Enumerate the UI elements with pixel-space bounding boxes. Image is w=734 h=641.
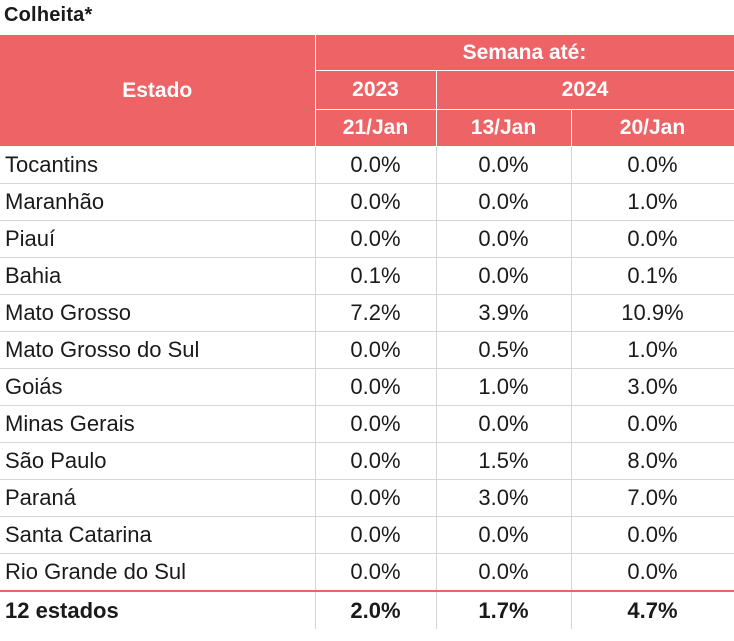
value-2024-20jan: 1.0% xyxy=(570,183,734,221)
total-2023-21jan: 2.0% xyxy=(314,590,437,629)
value-2024-20jan: 10.9% xyxy=(570,294,734,332)
table-row: Minas Gerais 0.0% 0.0% 0.0% xyxy=(0,405,734,443)
value-2024-13jan: 0.0% xyxy=(435,257,572,295)
value-2023-21jan: 0.0% xyxy=(314,442,437,480)
table-row: Rio Grande do Sul 0.0% 0.0% 0.0% xyxy=(0,553,734,592)
harvest-table: Estado Semana até: 2023 2024 21/Jan 13/J… xyxy=(0,34,734,629)
value-2023-21jan: 0.0% xyxy=(314,146,437,184)
table-body: Tocantins 0.0% 0.0% 0.0% Maranhão 0.0% 0.0% 1.0… xyxy=(0,146,734,629)
value-2024-13jan: 0.0% xyxy=(435,146,572,184)
value-2024-13jan: 0.0% xyxy=(435,183,572,221)
table-row: São Paulo 0.0% 1.5% 8.0% xyxy=(0,442,734,480)
table-row: Mato Grosso 7.2% 3.9% 10.9% xyxy=(0,294,734,332)
state-cell: São Paulo xyxy=(0,442,316,480)
value-2023-21jan: 0.0% xyxy=(314,220,437,258)
header-year-2023: 2023 xyxy=(314,70,437,110)
state-cell: Paraná xyxy=(0,479,316,517)
value-2024-13jan: 1.5% xyxy=(435,442,572,480)
state-cell: Goiás xyxy=(0,368,316,406)
header-week-group: Semana até: xyxy=(314,34,734,71)
state-cell: Rio Grande do Sul xyxy=(0,553,316,592)
table-row: Goiás 0.0% 1.0% 3.0% xyxy=(0,368,734,406)
value-2023-21jan: 0.0% xyxy=(314,368,437,406)
value-2024-20jan: 0.0% xyxy=(570,220,734,258)
state-cell: Maranhão xyxy=(0,183,316,221)
value-2024-13jan: 0.0% xyxy=(435,516,572,554)
state-cell: Bahia xyxy=(0,257,316,295)
value-2024-13jan: 3.9% xyxy=(435,294,572,332)
header-week-1: 21/Jan xyxy=(314,109,437,147)
value-2024-13jan: 3.0% xyxy=(435,479,572,517)
value-2023-21jan: 0.0% xyxy=(314,405,437,443)
table-row: Tocantins 0.0% 0.0% 0.0% xyxy=(0,146,734,184)
value-2023-21jan: 0.0% xyxy=(314,516,437,554)
header-year-2024: 2024 xyxy=(435,70,734,110)
header-state: Estado xyxy=(0,34,316,147)
state-cell: Mato Grosso xyxy=(0,294,316,332)
total-label: 12 estados xyxy=(0,590,316,629)
value-2024-13jan: 0.5% xyxy=(435,331,572,369)
value-2024-20jan: 8.0% xyxy=(570,442,734,480)
value-2024-20jan: 3.0% xyxy=(570,368,734,406)
page-title: Colheita* xyxy=(4,4,93,26)
value-2023-21jan: 7.2% xyxy=(314,294,437,332)
value-2023-21jan: 0.0% xyxy=(314,553,437,592)
value-2024-13jan: 0.0% xyxy=(435,553,572,592)
value-2024-13jan: 1.0% xyxy=(435,368,572,406)
state-cell: Mato Grosso do Sul xyxy=(0,331,316,369)
table-row: Santa Catarina 0.0% 0.0% 0.0% xyxy=(0,516,734,554)
header-week-2: 13/Jan xyxy=(435,109,572,147)
state-cell: Minas Gerais xyxy=(0,405,316,443)
total-2024-13jan: 1.7% xyxy=(435,590,572,629)
value-2024-20jan: 0.0% xyxy=(570,146,734,184)
value-2024-20jan: 0.0% xyxy=(570,516,734,554)
table-row: Maranhão 0.0% 0.0% 1.0% xyxy=(0,183,734,221)
value-2024-20jan: 7.0% xyxy=(570,479,734,517)
value-2023-21jan: 0.0% xyxy=(314,183,437,221)
total-2024-20jan: 4.7% xyxy=(570,590,734,629)
value-2023-21jan: 0.1% xyxy=(314,257,437,295)
table-row: Paraná 0.0% 3.0% 7.0% xyxy=(0,479,734,517)
table-row: Bahia 0.1% 0.0% 0.1% xyxy=(0,257,734,295)
value-2023-21jan: 0.0% xyxy=(314,331,437,369)
value-2024-20jan: 0.0% xyxy=(570,553,734,592)
table-header: Estado Semana até: 2023 2024 21/Jan 13/J… xyxy=(0,34,734,147)
state-cell: Tocantins xyxy=(0,146,316,184)
value-2024-20jan: 0.0% xyxy=(570,405,734,443)
state-cell: Santa Catarina xyxy=(0,516,316,554)
total-row: 12 estados 2.0% 1.7% 4.7% xyxy=(0,590,734,629)
table-row: Mato Grosso do Sul 0.0% 0.5% 1.0% xyxy=(0,331,734,369)
value-2023-21jan: 0.0% xyxy=(314,479,437,517)
value-2024-20jan: 1.0% xyxy=(570,331,734,369)
value-2024-13jan: 0.0% xyxy=(435,405,572,443)
header-week-3: 20/Jan xyxy=(570,109,734,147)
table-row: Piauí 0.0% 0.0% 0.0% xyxy=(0,220,734,258)
value-2024-13jan: 0.0% xyxy=(435,220,572,258)
state-cell: Piauí xyxy=(0,220,316,258)
value-2024-20jan: 0.1% xyxy=(570,257,734,295)
